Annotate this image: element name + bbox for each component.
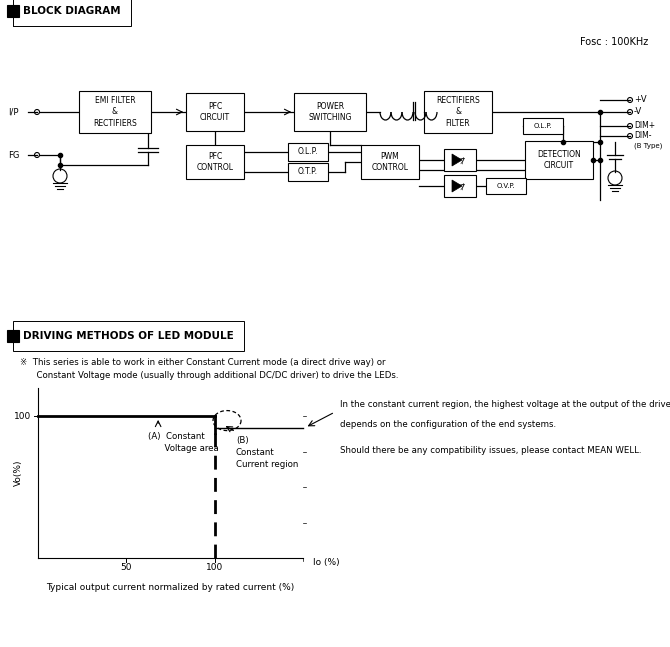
Text: +V: +V <box>634 96 647 105</box>
Text: O.T.P.: O.T.P. <box>298 168 318 177</box>
Bar <box>361 145 419 179</box>
Bar <box>288 143 328 161</box>
Text: BLOCK DIAGRAM: BLOCK DIAGRAM <box>23 6 121 16</box>
Bar <box>444 175 476 197</box>
Polygon shape <box>452 180 462 192</box>
Text: DRIVING METHODS OF LED MODULE: DRIVING METHODS OF LED MODULE <box>23 331 234 341</box>
Text: Should there be any compatibility issues, please contact MEAN WELL.: Should there be any compatibility issues… <box>340 446 641 455</box>
Text: Io (%): Io (%) <box>313 558 340 567</box>
Text: -V: -V <box>634 107 643 116</box>
Text: Fosc : 100KHz: Fosc : 100KHz <box>580 37 648 47</box>
Text: depends on the configuration of the end systems.: depends on the configuration of the end … <box>340 420 556 429</box>
Text: DIM+: DIM+ <box>634 122 655 131</box>
Text: (B Type): (B Type) <box>634 143 663 149</box>
Text: Vo(%): Vo(%) <box>13 460 23 487</box>
Text: O.L.P.: O.L.P. <box>297 148 318 157</box>
Bar <box>424 91 492 133</box>
Text: EMI FILTER
&
RECTIFIERS: EMI FILTER & RECTIFIERS <box>93 96 137 127</box>
Text: I/P: I/P <box>8 107 19 116</box>
Bar <box>486 178 526 194</box>
Text: FG: FG <box>8 151 19 160</box>
Text: DIM-: DIM- <box>634 131 651 140</box>
Bar <box>79 91 151 133</box>
Text: 100: 100 <box>14 412 31 421</box>
Text: PFC
CIRCUIT: PFC CIRCUIT <box>200 102 230 122</box>
Text: 50: 50 <box>121 564 132 573</box>
Bar <box>523 118 563 134</box>
Bar <box>7 5 19 17</box>
Bar <box>7 330 19 342</box>
Text: Typical output current normalized by rated current (%): Typical output current normalized by rat… <box>46 584 295 593</box>
Text: In the constant current region, the highest voltage at the output of the driver: In the constant current region, the high… <box>340 400 670 409</box>
Polygon shape <box>452 154 462 166</box>
Text: (B)
Constant
Current region: (B) Constant Current region <box>236 436 298 469</box>
Text: PFC
CONTROL: PFC CONTROL <box>196 152 234 172</box>
Bar <box>186 93 244 131</box>
Text: (A)  Constant
      Voltage area: (A) Constant Voltage area <box>148 432 219 453</box>
Text: O.L.P.: O.L.P. <box>533 123 552 129</box>
Text: POWER
SWITCHING: POWER SWITCHING <box>308 102 352 122</box>
Bar <box>186 145 244 179</box>
Bar <box>294 93 366 131</box>
Text: O.V.P.: O.V.P. <box>496 183 515 189</box>
Bar <box>444 149 476 171</box>
Text: 100: 100 <box>206 564 223 573</box>
Text: RECTIFIERS
&
FILTER: RECTIFIERS & FILTER <box>436 96 480 127</box>
Text: ※  This series is able to work in either Constant Current mode (a direct drive w: ※ This series is able to work in either … <box>20 358 399 380</box>
Text: DETECTION
CIRCUIT: DETECTION CIRCUIT <box>537 150 581 170</box>
Bar <box>525 141 593 179</box>
Text: PWM
CONTROL: PWM CONTROL <box>371 152 409 172</box>
Bar <box>288 163 328 181</box>
